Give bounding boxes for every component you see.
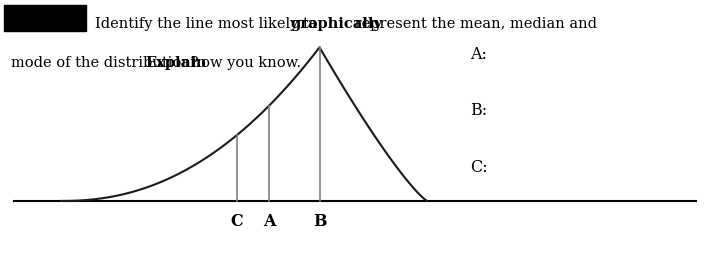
Text: graphically: graphically — [290, 17, 382, 31]
Text: A: A — [263, 213, 276, 230]
Text: represent the mean, median and: represent the mean, median and — [350, 17, 597, 31]
Text: Explain: Explain — [145, 56, 206, 70]
Text: C:: C: — [470, 159, 488, 176]
Text: C: C — [230, 213, 243, 230]
FancyBboxPatch shape — [4, 5, 86, 31]
Text: how you know.: how you know. — [187, 56, 301, 70]
Text: mode of the distribution?: mode of the distribution? — [11, 56, 203, 70]
Text: B:: B: — [470, 102, 488, 119]
Text: A:: A: — [470, 46, 488, 63]
Text: Identify the line most likely to: Identify the line most likely to — [95, 17, 322, 31]
Text: B: B — [313, 213, 326, 230]
